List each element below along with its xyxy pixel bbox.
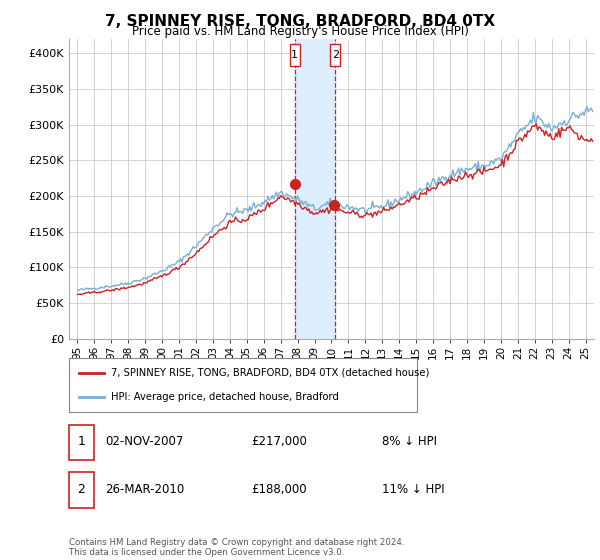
Text: 02-NOV-2007: 02-NOV-2007 (106, 435, 184, 449)
Text: 8% ↓ HPI: 8% ↓ HPI (382, 435, 437, 449)
Text: 11% ↓ HPI: 11% ↓ HPI (382, 483, 445, 496)
FancyBboxPatch shape (290, 44, 300, 66)
Text: 2: 2 (332, 50, 339, 60)
Text: 7, SPINNEY RISE, TONG, BRADFORD, BD4 0TX: 7, SPINNEY RISE, TONG, BRADFORD, BD4 0TX (105, 14, 495, 29)
FancyBboxPatch shape (69, 424, 94, 460)
Text: £188,000: £188,000 (252, 483, 307, 496)
Text: 2: 2 (77, 483, 85, 496)
Text: Price paid vs. HM Land Registry's House Price Index (HPI): Price paid vs. HM Land Registry's House … (131, 25, 469, 38)
Text: HPI: Average price, detached house, Bradford: HPI: Average price, detached house, Brad… (111, 392, 338, 402)
Text: 1: 1 (291, 50, 298, 60)
Text: 7, SPINNEY RISE, TONG, BRADFORD, BD4 0TX (detached house): 7, SPINNEY RISE, TONG, BRADFORD, BD4 0TX… (111, 368, 429, 378)
Text: Contains HM Land Registry data © Crown copyright and database right 2024.
This d: Contains HM Land Registry data © Crown c… (69, 538, 404, 557)
Bar (295, 39, 335, 339)
FancyBboxPatch shape (331, 44, 340, 66)
Text: £217,000: £217,000 (252, 435, 308, 449)
Text: 26-MAR-2010: 26-MAR-2010 (106, 483, 185, 496)
FancyBboxPatch shape (69, 472, 94, 507)
Text: 1: 1 (77, 435, 85, 449)
